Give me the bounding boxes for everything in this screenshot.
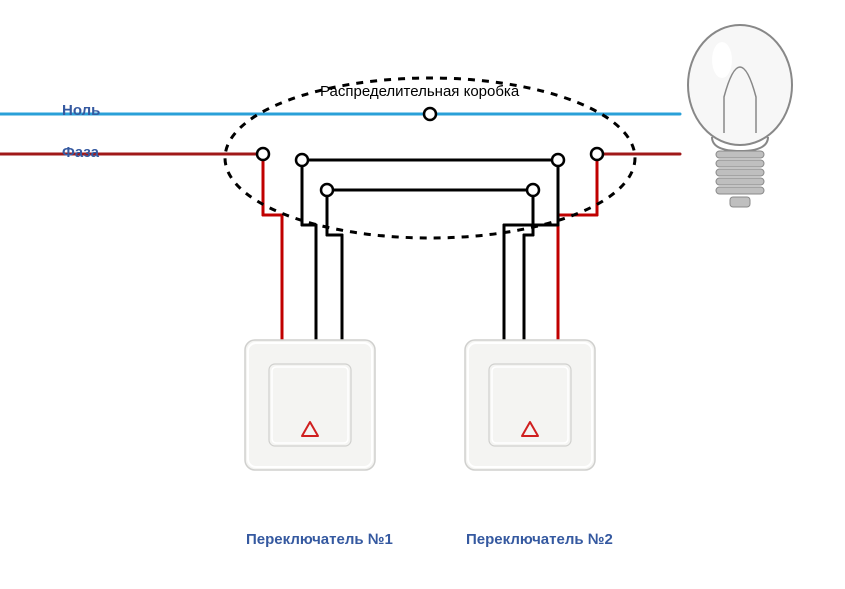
junction-label: Распределительная коробка [320, 83, 519, 100]
light-bulb-icon [688, 25, 792, 207]
wall-switch [465, 340, 595, 470]
wall-switch [245, 340, 375, 470]
neutral-label: Ноль [62, 102, 100, 119]
switch2-label: Переключатель №2 [466, 531, 613, 548]
phase-label: Фаза [62, 144, 99, 161]
switch1-label: Переключатель №1 [246, 531, 393, 548]
